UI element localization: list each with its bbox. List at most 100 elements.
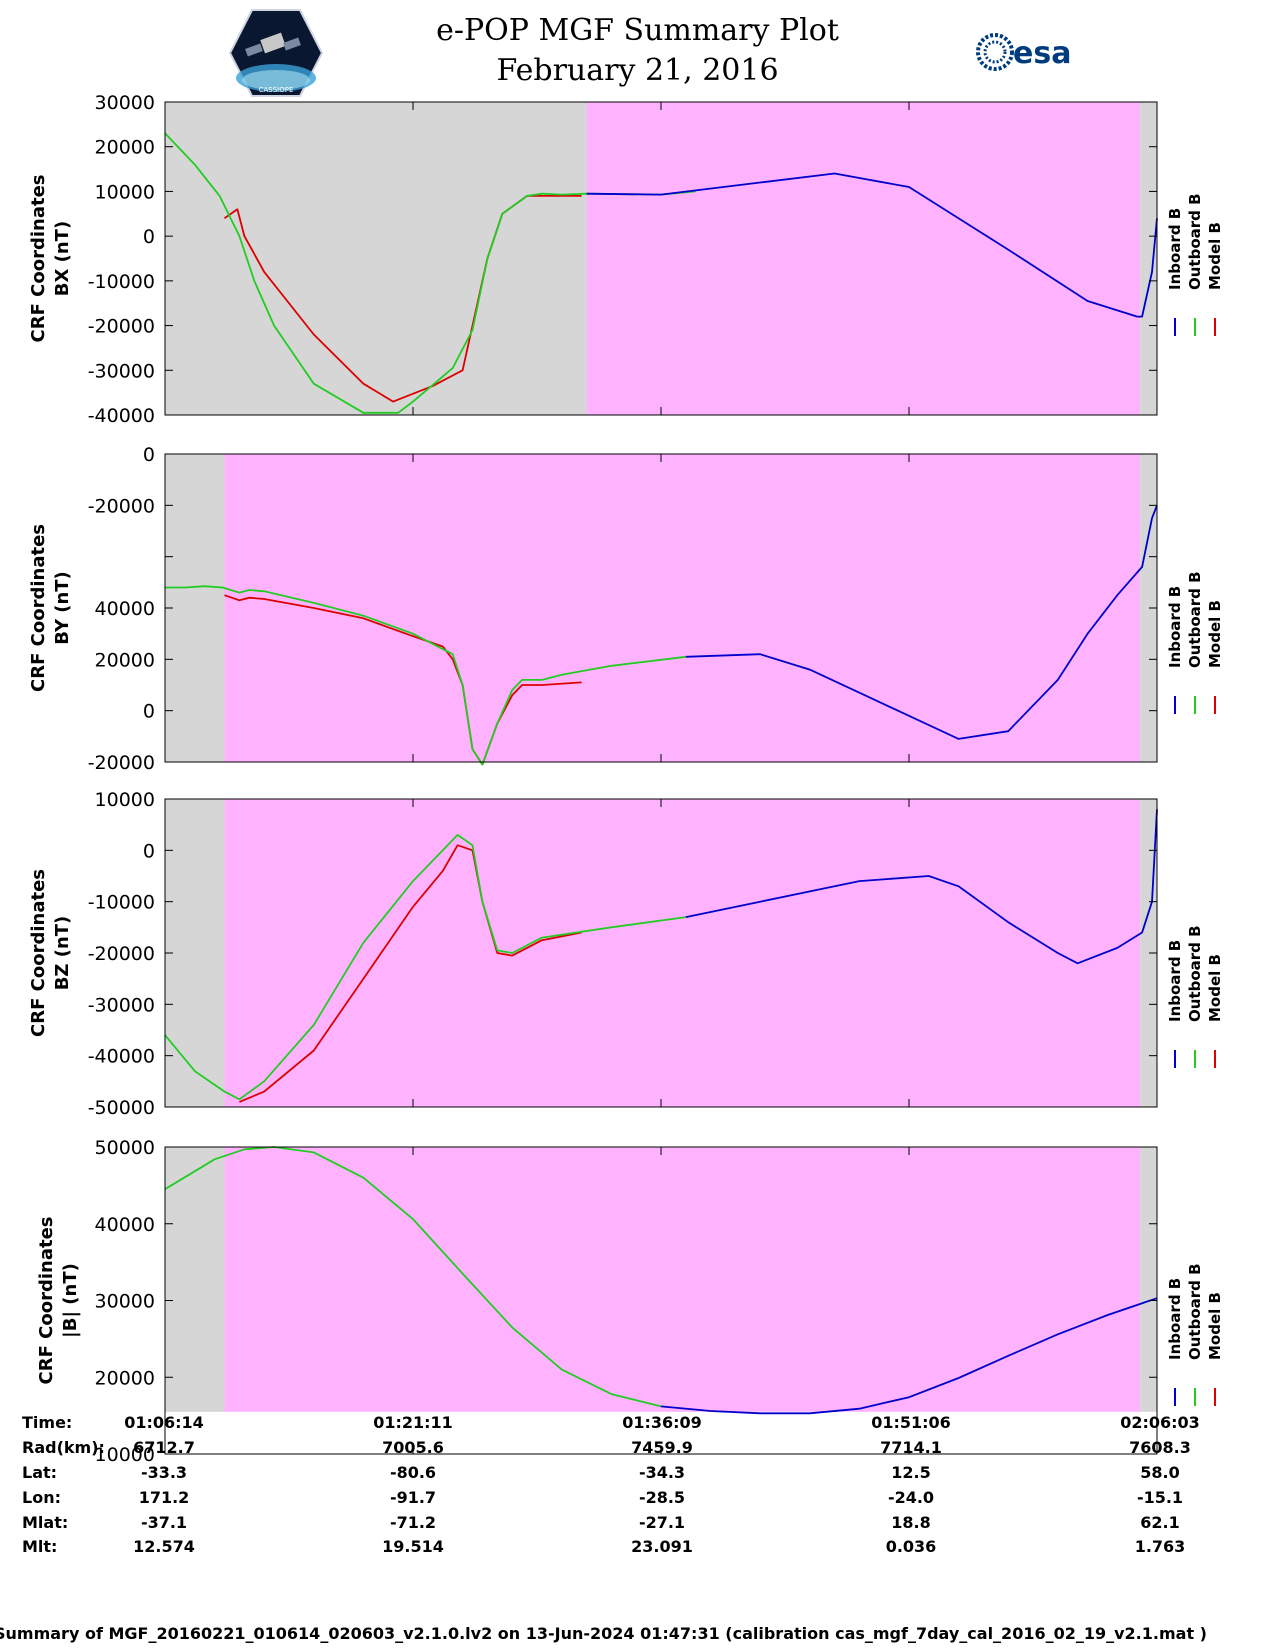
series-line-inboard-b xyxy=(660,1297,1158,1415)
info-rad: 6712.7 xyxy=(133,1438,195,1457)
series-line-outboard-b xyxy=(164,1146,662,1408)
info-lon: -24.0 xyxy=(887,1488,935,1507)
y-tick-label: -30000 xyxy=(88,994,155,1016)
info-time: 01:06:14 xyxy=(124,1413,204,1432)
panel-1: 30000 20000 10000 0 -10000 -20000 -30000 -40000… xyxy=(28,92,1224,427)
shading-region-gray xyxy=(1140,454,1157,762)
info-rad: 7459.9 xyxy=(631,1438,693,1457)
legend-label-outboard-b: Outboard B xyxy=(1186,193,1204,290)
info-label-rad: Rad(km): xyxy=(22,1438,105,1457)
series-line-outboard-b xyxy=(164,132,696,414)
shading-region-magenta xyxy=(224,1147,1141,1412)
y-tick-label: 30000 xyxy=(95,92,155,114)
series-line-model-b xyxy=(239,844,582,1103)
info-rad: 7714.1 xyxy=(880,1438,942,1457)
legend-label-outboard-b: Outboard B xyxy=(1186,1263,1204,1360)
y-axis-label: BX (nT) xyxy=(52,221,73,296)
y-axis-label: CRF Coordinates xyxy=(28,869,49,1037)
info-mlat: 18.8 xyxy=(891,1513,931,1532)
shading-region-gray xyxy=(165,454,225,762)
series-line-outboard-b xyxy=(164,834,686,1101)
y-tick-label: -20000 xyxy=(88,495,155,517)
info-mlt: 23.091 xyxy=(631,1537,693,1556)
info-lon: -91.7 xyxy=(389,1488,437,1507)
epop-mission-logo: CASSIOPE xyxy=(228,9,324,97)
shading-region-gray xyxy=(165,102,587,415)
shading-region-gray xyxy=(165,799,225,1107)
series-line-model-b xyxy=(224,594,582,766)
y-axis-label: |B| (nT) xyxy=(60,1263,81,1338)
y-tick-label: 0 xyxy=(143,840,155,862)
logo-esa-text: esa xyxy=(1013,36,1071,71)
info-mlt: 19.514 xyxy=(382,1537,444,1556)
title-line2: February 21, 2016 xyxy=(496,53,779,88)
legend-label-inboard-b: Inboard B xyxy=(1166,940,1184,1022)
shading-region-magenta xyxy=(224,799,1141,1107)
info-lon: 171.2 xyxy=(138,1488,190,1507)
y-tick-label: -10000 xyxy=(88,271,155,293)
y-axis-label: CRF Coordinates xyxy=(36,1217,57,1385)
info-label-mlt: Mlt: xyxy=(22,1537,58,1556)
info-rad: 7005.6 xyxy=(382,1438,444,1457)
info-label-time: Time: xyxy=(22,1413,73,1432)
info-time: 01:36:09 xyxy=(622,1413,702,1432)
shading-region-magenta xyxy=(224,454,1141,762)
info-lat: 58.0 xyxy=(1140,1463,1180,1482)
y-tick-label: 50000 xyxy=(95,1137,155,1159)
info-mlat: -37.1 xyxy=(140,1513,188,1532)
y-tick-label: 40000 xyxy=(95,598,155,620)
info-time: 01:51:06 xyxy=(871,1413,951,1432)
y-tick-label: 0 xyxy=(143,444,155,466)
y-axis-label: BZ (nT) xyxy=(52,916,73,991)
panel-3: 10000 0 -10000 -20000 -30000 -40000 -50000 CRF … xyxy=(28,789,1224,1119)
legend-label-outboard-b: Outboard B xyxy=(1186,571,1204,668)
y-tick-label: -10000 xyxy=(88,892,155,914)
info-mlat: -71.2 xyxy=(389,1513,437,1532)
legend-label-inboard-b: Inboard B xyxy=(1166,208,1184,290)
y-tick-label: 40000 xyxy=(95,1214,155,1236)
y-tick-label: -30000 xyxy=(88,360,155,382)
panel-2: 0 -20000 40000 20000 0 -20000 CRF Coordinates B… xyxy=(28,444,1224,774)
info-label-mlat: Mlat: xyxy=(22,1513,69,1532)
info-lon: -15.1 xyxy=(1136,1488,1184,1507)
series-line-inboard-b xyxy=(685,809,1158,965)
info-lat: -34.3 xyxy=(638,1463,686,1482)
info-lat: -33.3 xyxy=(140,1463,188,1482)
shading-region-gray xyxy=(1140,102,1157,415)
y-tick-label: 20000 xyxy=(95,1367,155,1389)
y-axis-label: BY (nT) xyxy=(52,571,73,645)
series-line-inboard-b xyxy=(586,172,1158,318)
shading-region-gray xyxy=(165,1147,225,1412)
y-tick-label: 0 xyxy=(143,226,155,248)
info-label-lon: Lon: xyxy=(22,1488,61,1507)
legend-label-inboard-b: Inboard B xyxy=(1166,586,1184,668)
info-rad: 7608.3 xyxy=(1129,1438,1191,1457)
y-tick-label: -20000 xyxy=(88,316,155,338)
y-axis-label: CRF Coordinates xyxy=(28,524,49,692)
legend-label-model-b: Model B xyxy=(1206,954,1224,1022)
info-mlat: -27.1 xyxy=(638,1513,686,1532)
y-tick-label: 20000 xyxy=(95,137,155,159)
y-tick-label: 30000 xyxy=(95,1291,155,1313)
panel-4: 50000 40000 30000 20000 10000 CRF Coordinates… xyxy=(36,1137,1224,1466)
shading-region-magenta xyxy=(586,102,1141,415)
legend-label-inboard-b: Inboard B xyxy=(1166,1278,1184,1360)
logo-epop-text: CASSIOPE xyxy=(259,86,294,94)
legend-label-model-b: Model B xyxy=(1206,600,1224,668)
y-tick-label: 10000 xyxy=(95,1444,155,1466)
info-lat: 12.5 xyxy=(891,1463,931,1482)
series-line-inboard-b xyxy=(685,504,1158,740)
y-tick-label: 10000 xyxy=(95,789,155,811)
info-time: 02:06:03 xyxy=(1120,1413,1200,1432)
series-line-outboard-b xyxy=(165,585,686,766)
legend-label-model-b: Model B xyxy=(1206,222,1224,290)
legend-label-outboard-b: Outboard B xyxy=(1186,925,1204,1022)
legend-label-model-b: Model B xyxy=(1206,1292,1224,1360)
esa-logo: esa xyxy=(976,33,1071,71)
title-line1: e-POP MGF Summary Plot xyxy=(436,13,839,48)
y-tick-label: -40000 xyxy=(88,1046,155,1068)
y-tick-label: -20000 xyxy=(88,943,155,965)
info-mlat: 62.1 xyxy=(1140,1513,1180,1532)
info-lat: -80.6 xyxy=(389,1463,437,1482)
